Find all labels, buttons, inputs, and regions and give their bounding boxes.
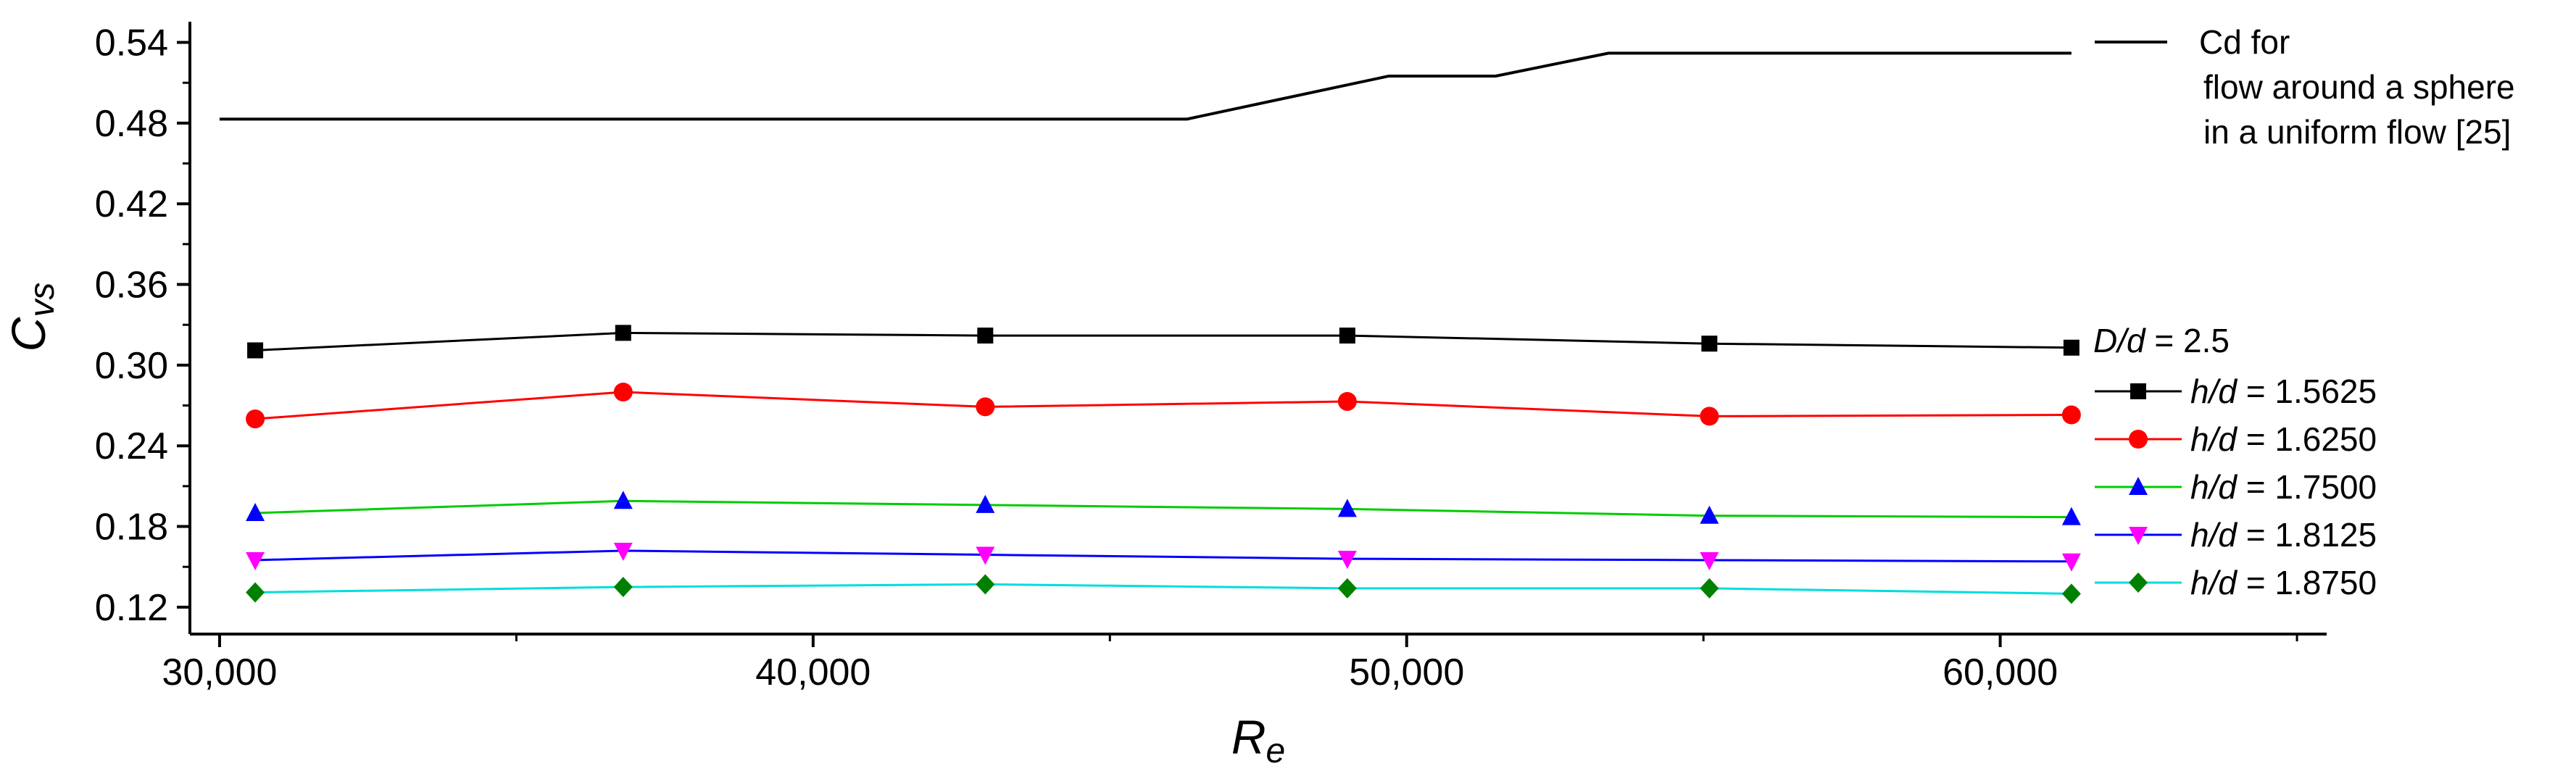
data-point — [246, 503, 265, 521]
series-4 — [246, 542, 2081, 572]
series-line — [255, 331, 2072, 351]
tick-group: 30,000 40,000 50,000 60,000 0.12 0.18 0.24 0.30… — [95, 22, 2298, 693]
series-line — [255, 499, 2072, 519]
data-point — [976, 574, 995, 595]
y-tick-label: 0.54 — [95, 22, 168, 64]
data-point — [976, 494, 995, 513]
reference-line-group — [219, 51, 2072, 121]
data-point — [613, 577, 633, 598]
reference-legend: Cd for flow around a sphere in a uniform f… — [2095, 23, 2515, 151]
y-tick-label: 0.18 — [95, 507, 168, 549]
y-tick-label: 0.24 — [95, 425, 168, 467]
reference-line-cd-sphere — [219, 51, 2072, 121]
y-axis-title: Cvs — [1, 283, 62, 352]
legend-label-italic: h/d — [2190, 516, 2238, 554]
data-point — [1701, 336, 1718, 352]
legend-marker — [2129, 477, 2148, 495]
legend-label: h/d = 1.8750 — [2190, 564, 2377, 601]
legend-label: h/d = 1.5625 — [2190, 372, 2377, 410]
series-line — [255, 583, 2072, 595]
data-point — [1700, 505, 1719, 524]
x-tick-label: 40,000 — [755, 651, 871, 693]
legend-label-value: = 1.5625 — [2237, 372, 2377, 410]
series-5 — [246, 574, 2081, 604]
series-group — [246, 325, 2081, 604]
data-point — [976, 546, 995, 565]
legend-label: h/d = 1.7500 — [2190, 468, 2377, 506]
data-point — [2061, 583, 2081, 604]
data-point — [1339, 328, 1355, 344]
y-tick-label: 0.12 — [95, 587, 168, 629]
legend-marker — [2130, 383, 2146, 399]
x-axis-title-subscript: e — [1266, 732, 1285, 770]
x-axis-title: Re — [1231, 710, 1285, 770]
legend-label-value: = 1.8125 — [2237, 516, 2377, 554]
legend-title-italic: D/d — [2093, 322, 2146, 359]
series-line — [255, 549, 2072, 563]
legend-label-italic: h/d — [2190, 420, 2238, 458]
x-tick-label: 50,000 — [1349, 651, 1464, 693]
y-axis-title-subscript: vs — [23, 283, 62, 317]
legend-title: D/d = 2.5 — [2093, 322, 2230, 359]
data-point — [613, 542, 633, 561]
reference-legend-label: flow around a sphere — [2203, 68, 2515, 106]
x-tick-label: 30,000 — [162, 651, 277, 693]
legend-marker — [2129, 430, 2148, 449]
data-point — [615, 325, 631, 341]
data-point — [1337, 578, 1357, 599]
data-point — [2061, 553, 2081, 572]
legend-label: h/d = 1.6250 — [2190, 420, 2377, 458]
legend-label-italic: h/d — [2190, 372, 2238, 410]
data-point — [1700, 578, 1719, 599]
series-2 — [246, 383, 2081, 429]
data-point — [2063, 339, 2080, 356]
legend-entry: h/d = 1.8750 — [2095, 564, 2377, 601]
series-line — [254, 391, 2072, 420]
legend-label-italic: h/d — [2190, 468, 2238, 506]
series-1 — [247, 325, 2080, 359]
reference-legend-label: Cd for — [2199, 23, 2290, 61]
x-axis-title-main: R — [1231, 710, 1266, 764]
data-point — [2061, 507, 2081, 525]
legend-title-rest: = 2.5 — [2145, 322, 2230, 359]
data-point — [246, 409, 265, 429]
data-point — [613, 383, 633, 401]
data-point — [247, 342, 264, 359]
legend-marker — [2129, 572, 2148, 593]
legend-label-value: = 1.7500 — [2237, 468, 2377, 506]
y-tick-label: 0.42 — [95, 183, 168, 225]
reference-legend-label: in a uniform flow [25] — [2203, 113, 2511, 151]
plot-axes — [188, 22, 2327, 636]
legend-marker — [2129, 527, 2148, 545]
x-tick-label: 60,000 — [1943, 651, 2058, 693]
data-point — [1337, 499, 1357, 517]
data-point — [246, 582, 265, 603]
legend-label-value: = 1.8750 — [2237, 564, 2377, 601]
data-point — [1337, 391, 1357, 411]
legend-label: h/d = 1.8125 — [2190, 516, 2377, 554]
data-point — [1337, 551, 1357, 570]
y-tick-label: 0.30 — [95, 345, 168, 387]
data-point — [613, 491, 633, 509]
data-point — [977, 328, 994, 344]
data-point — [976, 397, 995, 417]
y-tick-label: 0.48 — [95, 103, 168, 145]
legend-entry: h/d = 1.8125 — [2095, 516, 2377, 554]
legend-entry: h/d = 1.5625 — [2095, 372, 2377, 410]
legend-label-italic: h/d — [2190, 564, 2238, 601]
data-point — [2061, 405, 2081, 425]
data-point — [1700, 551, 1719, 570]
series-3 — [246, 491, 2081, 525]
y-axis-title-main: C — [1, 316, 55, 351]
y-tick-label: 0.36 — [95, 264, 168, 307]
data-point — [1700, 407, 1719, 426]
legend-label-value: = 1.6250 — [2237, 420, 2377, 458]
legend-entry: h/d = 1.7500 — [2095, 468, 2377, 506]
legend-entry: h/d = 1.6250 — [2095, 420, 2377, 458]
data-point — [246, 551, 265, 570]
